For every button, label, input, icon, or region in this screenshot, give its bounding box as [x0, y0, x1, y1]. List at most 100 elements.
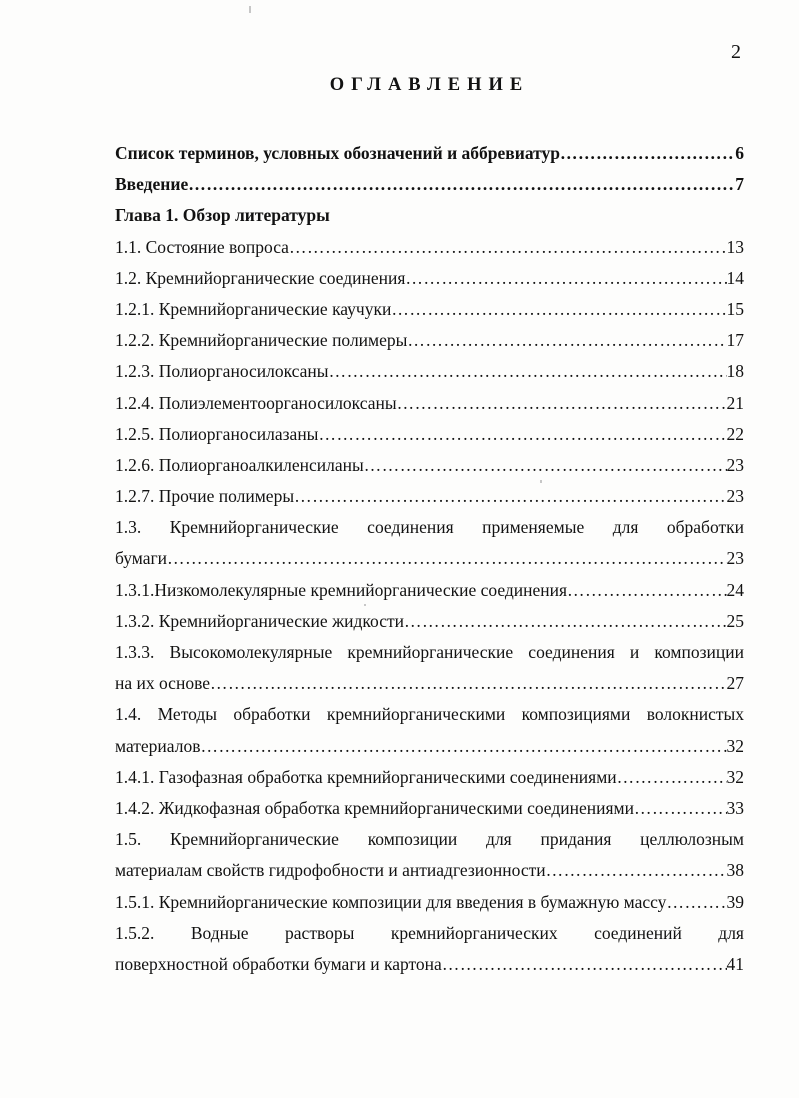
- toc-entry-page: 22: [726, 423, 745, 444]
- page-number: 2: [731, 41, 741, 63]
- toc-list: Список терминов, условных обозначений и …: [115, 138, 744, 980]
- toc-entry-page: 17: [726, 330, 745, 351]
- dot-leader: ……………………………………………………………………………………………………………: [294, 486, 727, 507]
- toc-entry: 1.4. Методы обработки кремнийорганически…: [115, 699, 744, 730]
- dot-leader: ……………………………………………………………………………………………………………: [407, 330, 726, 351]
- dot-leader: ……………………………………………………………………………………………………………: [616, 766, 727, 787]
- toc-entry-text: 1.3. Кремнийорганические соединения прим…: [115, 517, 744, 538]
- toc-entry-page: 23: [726, 548, 745, 569]
- toc-entry-text: материалов: [115, 735, 201, 756]
- toc-entry-text: 1.5. Кремнийорганические композиции для …: [115, 829, 744, 850]
- scan-artifact: [364, 604, 366, 606]
- toc-entry-page: 23: [726, 486, 745, 507]
- dot-leader: ……………………………………………………………………………………………………………: [210, 673, 727, 694]
- toc-entry: 1.3.1.Низкомолекулярные кремнийорганичес…: [115, 575, 744, 606]
- dot-leader: ……………………………………………………………………………………………………………: [405, 267, 726, 288]
- toc-entry: 1.5.2. Водные растворы кремнийорганическ…: [115, 918, 744, 949]
- dot-leader: ……………………………………………………………………………………………………………: [396, 392, 727, 413]
- toc-entry-text: 1.2.6. Полиорганоалкиленсиланы: [115, 454, 364, 475]
- toc-entry: Введение………………………………………………………………………………………: [115, 169, 744, 200]
- toc-entry-text: 1.2.1. Кремнийорганические каучуки: [115, 298, 392, 319]
- toc-entry-text: 1.2.3. Полиорганосилоксаны: [115, 361, 329, 382]
- dot-leader: ……………………………………………………………………………………………………………: [404, 610, 727, 631]
- dot-leader: ……………………………………………………………………………………………………………: [391, 298, 726, 319]
- toc-entry: 1.2.1. Кремнийорганические каучуки…………………: [115, 294, 744, 325]
- toc-entry-page: 27: [726, 673, 745, 694]
- dot-leader: ……………………………………………………………………………………………………………: [188, 174, 735, 195]
- toc-entry-text: 1.2. Кремнийорганические соединения: [115, 267, 406, 288]
- toc-entry: 1.2.7. Прочие полимеры…………………………………………………: [115, 481, 744, 512]
- toc-entry-text: 1.5.2. Водные растворы кремнийорганическ…: [115, 922, 744, 943]
- dot-leader: ……………………………………………………………………………………………………………: [200, 735, 726, 756]
- toc-entry-text: Введение: [115, 174, 189, 195]
- toc-entry-page: 38: [726, 860, 745, 881]
- toc-entry: Список терминов, условных обозначений и …: [115, 138, 744, 169]
- toc-entry-text: бумаги: [115, 548, 168, 569]
- toc-entry-text: 1.2.7. Прочие полимеры: [115, 486, 295, 507]
- scan-artifact: [540, 480, 542, 483]
- toc-entry: 1.2.2. Кремнийорганические полимеры………………: [115, 325, 744, 356]
- toc-entry-text: 1.3.1.Низкомолекулярные кремнийорганичес…: [115, 579, 568, 600]
- toc-entry: 1.5. Кремнийорганические композиции для …: [115, 824, 744, 855]
- toc-entry-page: 15: [726, 298, 745, 319]
- toc-entry-page: 32: [726, 735, 745, 756]
- toc-entry-text: поверхностной обработки бумаги и картона: [115, 953, 442, 974]
- toc-entry-page: 6: [735, 143, 744, 163]
- toc-entry-text: 1.4.1. Газофазная обработка кремнийорган…: [115, 766, 617, 787]
- toc-entry-text: на их основе: [115, 673, 210, 694]
- toc-entry: 1.3.3. Высокомолекулярные кремнийорганич…: [115, 637, 744, 668]
- toc-entry-page: 25: [726, 610, 745, 631]
- toc-entry-text: 1.4.2. Жидкофазная обработка кремнийорга…: [115, 797, 634, 818]
- toc-entry-page: 21: [726, 392, 745, 413]
- toc-entry: материалам свойств гидрофобности и антиа…: [115, 855, 744, 886]
- toc-entry-text: Список терминов, условных обозначений и …: [115, 143, 560, 163]
- toc-entry: 1.5.1. Кремнийорганические композиции дл…: [115, 887, 744, 918]
- toc-entry-page: 18: [726, 361, 745, 382]
- toc-entry: 1.3. Кремнийорганические соединения прим…: [115, 512, 744, 543]
- toc-entry-text: 1.2.2. Кремнийорганические полимеры: [115, 330, 408, 351]
- toc-entry-text: 1.3.2. Кремнийорганические жидкости: [115, 610, 405, 631]
- dot-leader: ……………………………………………………………………………………………………………: [441, 953, 727, 974]
- toc-entry: 1.2.6. Полиорганоалкиленсиланы……………………………: [115, 450, 744, 481]
- toc-entry: 1.4.1. Газофазная обработка кремнийорган…: [115, 762, 744, 793]
- toc-entry: 1.3.2. Кремнийорганические жидкости………………: [115, 606, 744, 637]
- toc-entry-page: 32: [726, 766, 745, 787]
- toc-entry-text: 1.5.1. Кремнийорганические композиции дл…: [115, 891, 667, 912]
- toc-entry: поверхностной обработки бумаги и картона…: [115, 949, 744, 980]
- dot-leader: ……………………………………………………………………………………………………………: [167, 548, 726, 569]
- toc-entry: 1.4.2. Жидкофазная обработка кремнийорга…: [115, 793, 744, 824]
- toc-entry-text: 1.2.5. Полиорганосилазаны: [115, 423, 319, 444]
- toc-entry: материалов…………………………………………………………………………………: [115, 731, 744, 762]
- toc-entry: 1.1. Состояние вопроса…………………………………………………: [115, 232, 744, 263]
- toc-entry-text: 1.1. Состояние вопроса: [115, 236, 289, 257]
- toc-entry-page: 41: [726, 953, 745, 974]
- dot-leader: ……………………………………………………………………………………………………………: [559, 143, 735, 163]
- toc-entry-text: материалам свойств гидрофобности и антиа…: [115, 860, 546, 881]
- toc-entry-page: 13: [726, 236, 745, 257]
- toc-entry: Глава 1. Обзор литературы: [115, 200, 744, 231]
- toc-entry: 1.2.4. Полиэлементоорганосилоксаны…………………: [115, 388, 744, 419]
- toc-entry-text: 1.2.4. Полиэлементоорганосилоксаны: [115, 392, 397, 413]
- page-title: ОГЛАВЛЕНИЕ: [329, 75, 530, 95]
- scan-artifact: [296, 310, 298, 312]
- toc-entry: на их основе……………………………………………………………………………: [115, 668, 744, 699]
- toc-entry: 1.2.3. Полиорганосилоксаны………………………………………: [115, 356, 744, 387]
- toc-entry: 1.2. Кремнийорганические соединения………………: [115, 263, 744, 294]
- toc-entry-text: Глава 1. Обзор литературы: [115, 205, 330, 226]
- toc-entry: 1.2.5. Полиорганосилазаны…………………………………………: [115, 419, 744, 450]
- dot-leader: ……………………………………………………………………………………………………………: [633, 797, 727, 818]
- toc-entry-text: 1.4. Методы обработки кремнийорганически…: [115, 704, 744, 725]
- dot-leader: ……………………………………………………………………………………………………………: [328, 361, 727, 382]
- dot-leader: ……………………………………………………………………………………………………………: [567, 579, 726, 600]
- toc-entry-page: 14: [726, 267, 745, 288]
- dot-leader: ……………………………………………………………………………………………………………: [288, 236, 727, 257]
- toc-entry-page: 33: [726, 797, 745, 818]
- toc-entry-page: 7: [735, 174, 744, 195]
- toc-entry-page: 39: [726, 891, 745, 912]
- dot-leader: ……………………………………………………………………………………………………………: [545, 860, 727, 881]
- page-content: ОГЛАВЛЕНИЕ Список терминов, условных обо…: [115, 0, 744, 980]
- toc-entry-page: 24: [726, 579, 745, 600]
- dot-leader: ……………………………………………………………………………………………………………: [666, 891, 726, 912]
- scan-artifact: [249, 6, 251, 13]
